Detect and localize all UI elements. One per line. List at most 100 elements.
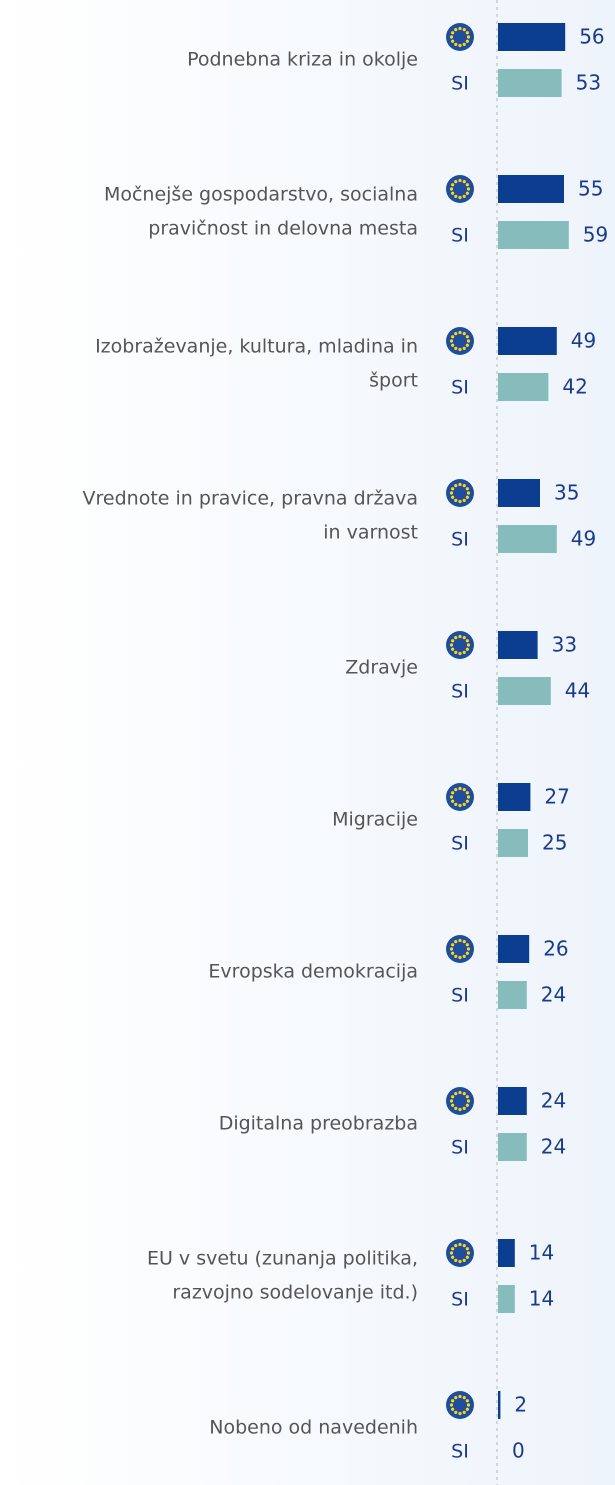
eu-flag-star [458, 651, 462, 656]
value-label: 2 [514, 1393, 527, 1417]
bar [498, 525, 557, 553]
eu-flag-star [465, 39, 469, 43]
eu-flag [446, 327, 474, 355]
bar [498, 783, 531, 811]
bar [498, 373, 549, 401]
eu-flag-star [454, 42, 458, 46]
eu-flag-star [465, 1407, 469, 1411]
eu-flag-star [458, 26, 462, 31]
eu-flag-star [451, 343, 455, 347]
eu-flag-star [462, 484, 466, 488]
eu-flag-star [454, 1410, 458, 1414]
eu-flag-star [458, 955, 462, 960]
category-label: Evropska demokracija [208, 961, 418, 983]
bar [498, 23, 566, 51]
eu-flag [446, 935, 474, 963]
eu-flag-star [451, 487, 455, 491]
eu-flag-star [465, 191, 469, 195]
value-label: 56 [579, 25, 604, 49]
eu-flag-star [465, 495, 469, 499]
eu-flag-star [462, 1258, 466, 1262]
value-label: 24 [541, 1089, 566, 1113]
eu-flag-star [458, 195, 462, 200]
eu-flag-star [454, 180, 458, 184]
eu-flag-star [454, 498, 458, 502]
eu-flag-star [454, 194, 458, 198]
eu-flag-star [454, 940, 458, 944]
eu-flag-star [466, 1099, 471, 1103]
value-label: 26 [543, 937, 568, 961]
eu-flag-star [451, 1255, 455, 1259]
eu-flag-star [462, 650, 466, 654]
eu-flag-star [451, 31, 455, 35]
eu-flag-star [458, 43, 462, 48]
bar [498, 935, 530, 963]
eu-flag-star [458, 1394, 462, 1399]
eu-flag-star [451, 647, 455, 651]
eu-flag-star [462, 194, 466, 198]
eu-flag-star [466, 643, 471, 647]
eu-flag-star [465, 647, 469, 651]
eu-flag-star [454, 954, 458, 958]
eu-flag-star [465, 951, 469, 955]
eu-flag-star [465, 183, 469, 187]
bar [498, 1285, 515, 1313]
eu-flag-star [465, 31, 469, 35]
value-label: 35 [554, 481, 579, 505]
value-label: 25 [542, 831, 567, 855]
eu-flag-star [462, 954, 466, 958]
eu-flag-star [449, 35, 454, 39]
eu-flag-star [465, 1095, 469, 1099]
eu-flag-star [465, 1399, 469, 1403]
eu-flag-star [451, 799, 455, 803]
bar [498, 221, 569, 249]
eu-flag-star [458, 1107, 462, 1112]
bar [498, 1239, 515, 1267]
eu-flag-star [449, 1099, 454, 1103]
eu-flag-star [462, 636, 466, 640]
series-label: SI [451, 985, 469, 1007]
eu-flag-star [458, 803, 462, 808]
eu-flag-star [462, 1244, 466, 1248]
eu-flag-star [451, 639, 455, 643]
eu-flag-star [451, 943, 455, 947]
value-label: 14 [529, 1287, 554, 1311]
eu-flag [446, 1087, 474, 1115]
eu-flag-star [458, 330, 462, 335]
series-label: SI [451, 73, 469, 95]
eu-flag-star [465, 343, 469, 347]
eu-flag-star [449, 187, 454, 191]
bar [498, 1133, 527, 1161]
eu-flag-star [454, 1106, 458, 1110]
bar [498, 327, 557, 355]
value-label: 49 [571, 329, 596, 353]
eu-flag-star [462, 498, 466, 502]
eu-flag-star [449, 795, 454, 799]
eu-flag-star [454, 1092, 458, 1096]
eu-flag-star [462, 346, 466, 350]
eu-flag-star [458, 178, 462, 183]
eu-flag-star [465, 791, 469, 795]
value-label: 49 [571, 527, 596, 551]
category-label: Močnejše gospodarstvo, socialna [104, 184, 418, 206]
eu-flag [446, 783, 474, 811]
eu-flag [446, 1239, 474, 1267]
eu-flag-star [454, 1258, 458, 1262]
eu-flag-star [449, 1403, 454, 1407]
eu-flag-star [451, 791, 455, 795]
eu-flag-star [466, 1251, 471, 1255]
eu-flag-star [458, 499, 462, 504]
category-label: Digitalna preobrazba [219, 1113, 418, 1135]
eu-flag-star [462, 1106, 466, 1110]
eu-flag-star [454, 1396, 458, 1400]
series-label: SI [451, 529, 469, 551]
eu-flag-star [449, 491, 454, 495]
value-label: 0 [512, 1439, 525, 1463]
eu-flag-star [454, 28, 458, 32]
eu-flag-star [465, 1255, 469, 1259]
bar [498, 69, 562, 97]
value-label: 14 [529, 1241, 554, 1265]
eu-flag-star [454, 1244, 458, 1248]
eu-flag [446, 23, 474, 51]
